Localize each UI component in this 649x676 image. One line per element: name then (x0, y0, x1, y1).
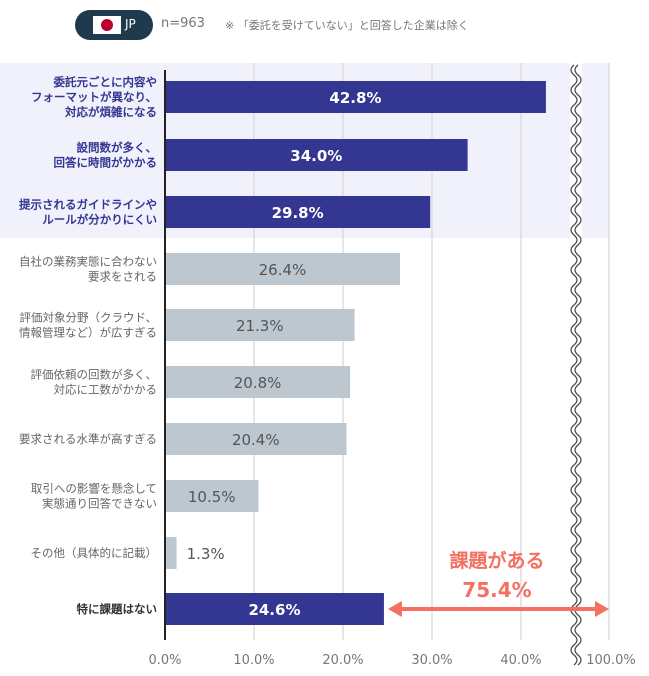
bar (165, 309, 355, 341)
category-label: 評価依頼の回数が多く、 (31, 368, 158, 382)
category-label: 設問数が多く、 (77, 141, 158, 155)
category-label: 実態通り回答できない (42, 497, 157, 511)
value-label: 29.8% (272, 204, 324, 222)
value-label: 20.4% (232, 431, 280, 449)
category-label: その他（具体的に記載） (31, 546, 158, 560)
country-badge: JP (75, 10, 153, 40)
japan-flag-icon (93, 16, 121, 34)
category-label: 自社の業務実態に合わない (19, 255, 157, 269)
category-label: 委託元ごとに内容や (53, 75, 158, 89)
category-label: 対応が煩雑になる (64, 105, 157, 119)
annotation-title: 課題がある (449, 549, 544, 572)
x-tick-label: 20.0% (322, 653, 363, 668)
x-tick-label: 0.0% (148, 653, 181, 668)
value-label: 34.0% (290, 147, 342, 165)
bar (165, 196, 431, 228)
country-label: JP (125, 17, 136, 31)
value-label: 42.8% (329, 89, 381, 107)
bar (165, 423, 347, 455)
category-label: 提示されるガイドラインや (19, 198, 157, 212)
value-label: 1.3% (187, 545, 225, 563)
category-label: フォーマットが異なり、 (31, 90, 157, 104)
category-label: 対応に工数がかかる (54, 383, 158, 397)
value-label: 10.5% (188, 488, 236, 506)
bar (165, 593, 384, 625)
sample-size: n=963 (161, 16, 205, 31)
category-label: 情報管理など）が広すぎる (19, 326, 157, 340)
bar (165, 480, 259, 512)
footnote: ※ 「委託を受けていない」と回答した企業は除く (225, 19, 469, 32)
bar (165, 537, 177, 569)
bar (165, 81, 546, 113)
annotation-value: 75.4% (462, 578, 531, 602)
arrow-head-right-icon (595, 601, 609, 617)
axis-break-line (574, 64, 582, 666)
category-label: 要求をされる (88, 270, 157, 284)
category-label: ルールが分かりにくい (42, 213, 157, 227)
bar (165, 139, 468, 171)
axis-break-line (570, 64, 578, 666)
x-tick-label: 30.0% (411, 653, 452, 668)
category-label: 評価対象分野（クラウド、 (19, 311, 157, 325)
value-label: 21.3% (236, 317, 284, 335)
category-label: 取引への影響を懸念して (31, 482, 157, 496)
category-label: 特に課題はない (77, 602, 158, 616)
category-label: 要求される水準が高すぎる (19, 432, 157, 446)
x-tick-label: 10.0% (233, 653, 274, 668)
bar (165, 253, 400, 285)
category-label: 回答に時間がかかる (54, 156, 158, 170)
value-label: 24.6% (248, 601, 300, 619)
x-tick-label: 100.0% (586, 653, 636, 668)
bar (165, 366, 351, 398)
value-label: 20.8% (234, 374, 282, 392)
arrow-head-left-icon (387, 601, 402, 617)
value-label: 26.4% (259, 261, 307, 279)
x-tick-label: 40.0% (500, 653, 541, 668)
